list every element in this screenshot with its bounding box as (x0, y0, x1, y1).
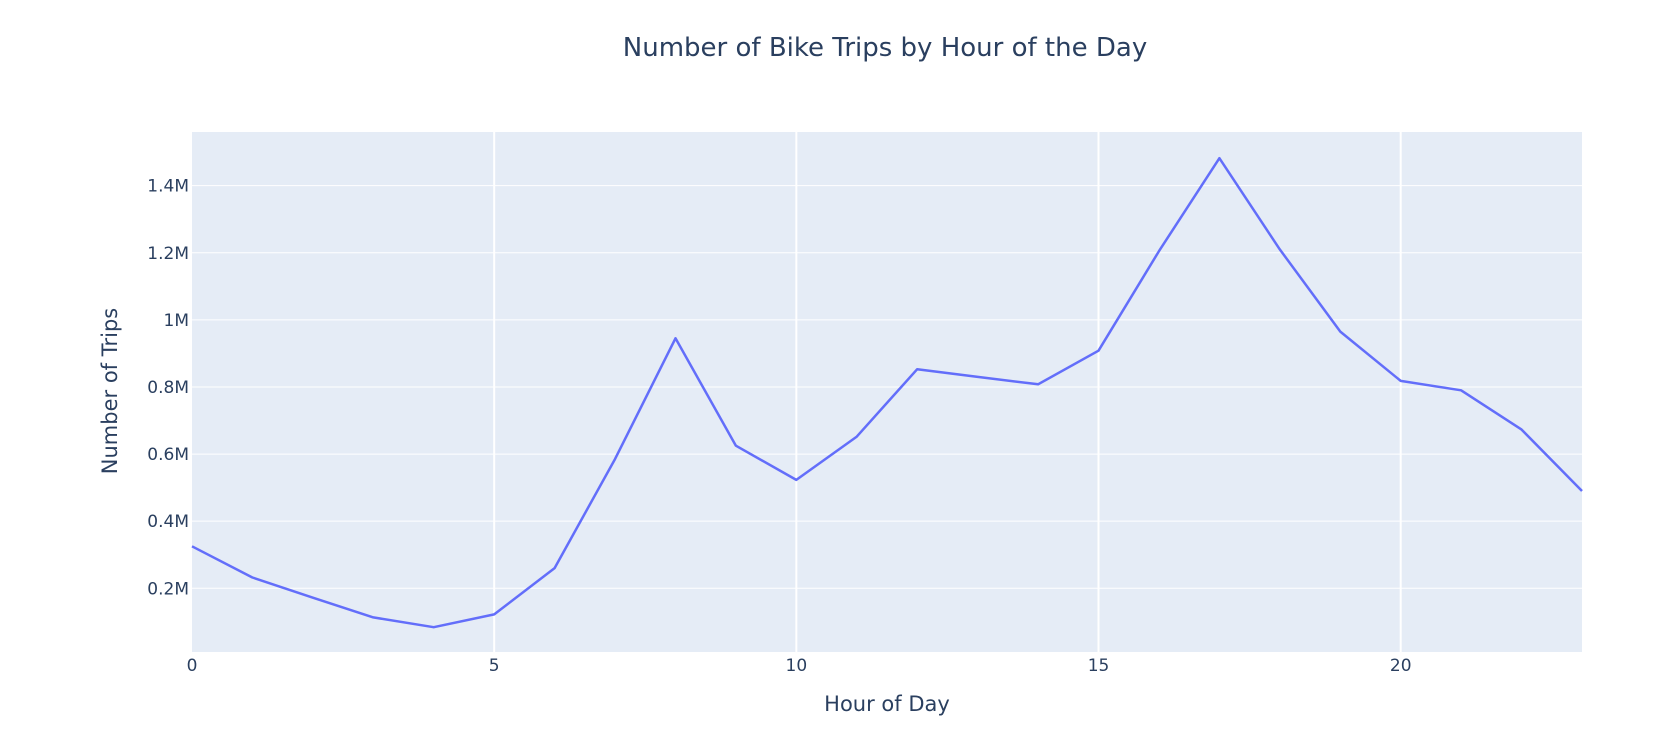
x-axis-title: Hour of Day (824, 692, 950, 716)
y-tick-label: 0.2M (147, 579, 189, 599)
y-tick-label: 0.8M (147, 378, 189, 398)
x-axis-ticks: 0 5 10 15 20 (187, 656, 1412, 676)
chart-title: Number of Bike Trips by Hour of the Day (623, 33, 1147, 63)
x-tick-label: 15 (1088, 656, 1110, 676)
y-axis-title: Number of Trips (98, 308, 122, 474)
y-axis-ticks: 0.2M 0.4M 0.6M 0.8M 1M 1.2M 1.4M (147, 177, 189, 600)
y-tick-label: 1.4M (147, 177, 189, 197)
x-tick-label: 0 (187, 656, 198, 676)
y-gridlines (192, 185, 1582, 589)
y-tick-label: 1.2M (147, 244, 189, 264)
y-tick-label: 0.6M (147, 445, 189, 465)
y-tick-label: 1M (164, 311, 189, 331)
x-gridlines (493, 132, 1402, 652)
x-tick-label: 20 (1390, 656, 1412, 676)
x-tick-label: 10 (786, 656, 808, 676)
series-line-trips (191, 156, 1583, 629)
y-tick-label: 0.4M (147, 512, 189, 532)
x-tick-label: 5 (489, 656, 500, 676)
plot-area (192, 132, 1582, 652)
